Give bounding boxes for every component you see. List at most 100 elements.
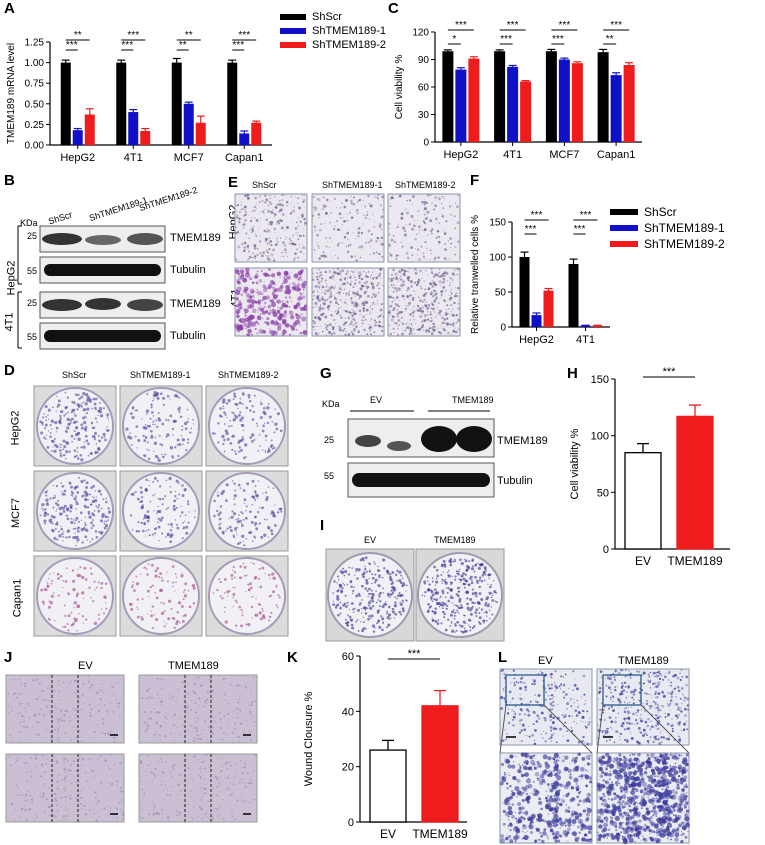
colony <box>227 595 229 597</box>
cell-dot <box>363 214 365 217</box>
cell-dot <box>580 827 584 831</box>
colony <box>446 592 449 595</box>
cell-dot <box>95 713 97 715</box>
cell-dot <box>218 777 220 779</box>
colony <box>62 535 65 538</box>
cell-dot <box>65 815 68 817</box>
colony <box>97 414 99 417</box>
colony <box>94 450 98 454</box>
cell-dot <box>79 776 82 778</box>
micrograph <box>387 193 461 263</box>
colony <box>60 490 63 493</box>
colony <box>184 489 186 492</box>
cell-dot <box>237 323 239 326</box>
cell-dot <box>516 795 519 798</box>
cell-dot <box>359 313 361 315</box>
cell-dot <box>329 323 332 326</box>
cell-dot <box>329 290 332 293</box>
bar <box>239 133 250 145</box>
colony <box>142 518 145 521</box>
colony <box>214 432 217 435</box>
colony <box>402 601 404 604</box>
colony <box>184 582 188 586</box>
cell-dot <box>172 698 174 700</box>
colony <box>163 625 166 628</box>
colony <box>73 522 76 525</box>
cell-dot <box>398 194 402 198</box>
colony <box>386 594 390 597</box>
cell-dot <box>431 232 433 235</box>
cell-dot <box>292 286 296 290</box>
cell-dot <box>267 286 271 290</box>
colony <box>153 476 157 480</box>
cell-dot <box>351 333 355 336</box>
cell-dot <box>236 773 239 776</box>
y-tick-label: 20 <box>342 762 354 774</box>
cell-dot <box>291 271 293 273</box>
cell-dot <box>333 279 334 281</box>
colony <box>265 498 269 502</box>
cell-dot <box>241 203 243 206</box>
cell-dot <box>151 761 153 763</box>
cell-dot <box>350 331 353 334</box>
cell-dot <box>401 332 404 336</box>
colony <box>80 405 83 408</box>
colony <box>75 500 78 503</box>
panel-letter-k: K <box>287 649 298 666</box>
y-tick-label: 0 <box>603 544 609 556</box>
cell-dot <box>339 217 342 219</box>
cell-dot <box>357 234 360 238</box>
colony <box>97 581 100 584</box>
cell-dot <box>446 304 449 307</box>
colony <box>243 498 247 502</box>
colony <box>253 497 256 500</box>
cell-dot <box>359 256 362 259</box>
cell-dot <box>448 294 450 296</box>
colony <box>393 604 398 608</box>
cell-dot <box>415 294 417 296</box>
colony <box>347 614 349 617</box>
cell-dot <box>314 332 318 335</box>
colony <box>489 573 492 576</box>
cell-dot <box>318 307 322 311</box>
cell-dot <box>213 807 215 809</box>
cell-dot <box>449 205 452 208</box>
colonies <box>129 563 196 630</box>
colony <box>53 536 57 541</box>
cell-dot <box>325 290 327 293</box>
colony <box>66 417 70 422</box>
cell-dot <box>352 203 355 206</box>
cell-dot <box>423 213 426 216</box>
cell-dot <box>358 281 361 284</box>
cell-dot <box>348 290 351 293</box>
cell-dot <box>203 759 206 762</box>
cell-dot <box>360 245 364 248</box>
cell-dot <box>354 276 356 279</box>
cell-dot <box>301 213 304 217</box>
cell-dot <box>347 274 349 276</box>
cell-dot <box>343 235 347 239</box>
cell-dot <box>288 237 291 240</box>
cell-dot <box>457 286 460 290</box>
cell-dot <box>357 201 359 203</box>
cell-dot <box>513 716 516 719</box>
cell-dot <box>417 296 420 299</box>
cell-dot <box>264 286 268 290</box>
colony <box>224 423 226 425</box>
cell-dot <box>281 301 283 303</box>
colony <box>174 495 177 498</box>
cell-dot <box>290 315 295 320</box>
cell-dot <box>324 279 327 282</box>
cell-dot <box>549 695 551 697</box>
cell-dot <box>108 767 110 769</box>
cell-dot <box>381 195 384 199</box>
colony <box>398 610 402 614</box>
cell-dot <box>235 226 237 229</box>
colony <box>492 594 494 597</box>
colony <box>447 569 450 572</box>
cell-dot <box>340 273 342 275</box>
cell-dot <box>278 201 280 203</box>
colony <box>361 573 364 576</box>
cell-dot <box>300 279 303 281</box>
cell-dot <box>561 714 564 717</box>
